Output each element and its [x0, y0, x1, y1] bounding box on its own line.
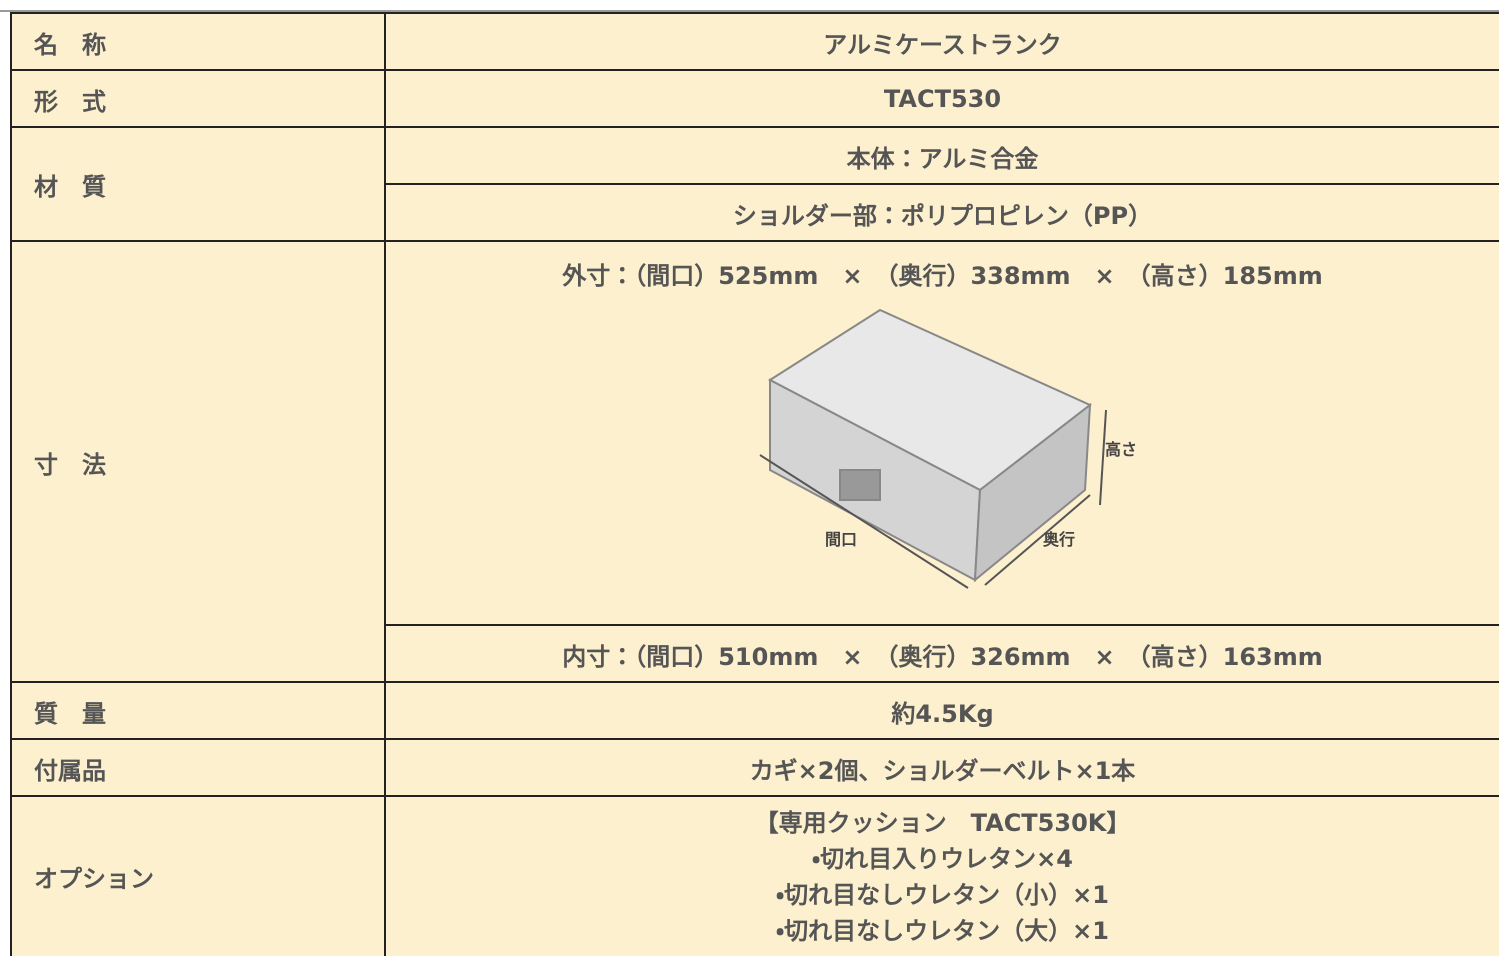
value-cell: 【専用クッション TACT530K】 ・切れ目入りウレタン×4 ・切れ目なしウレ… [384, 795, 1499, 956]
top-rule [0, 10, 1499, 12]
value-cell: アルミケーストランク [384, 12, 1499, 70]
outer-dims: 外寸：（間口）525mm × （奥行）338mm × （高さ）185mm [562, 262, 1323, 290]
option-line: ・切れ目入りウレタン×4 [812, 844, 1073, 873]
figure-label: 高さ [1105, 440, 1137, 459]
label-cell: 名 称 [10, 12, 385, 70]
label-cell: 質 量 [10, 681, 385, 739]
value-cell: TACT530 [384, 69, 1499, 127]
option-line: 【専用クッション TACT530K】 [754, 808, 1131, 837]
case-figure: 高さ 間口 奥行 [759, 308, 1137, 589]
figure-label: 奥行 [1042, 530, 1075, 549]
option-line: ・切れ目なしウレタン（小）×1 [776, 880, 1109, 909]
value-cell: 内寸：（間口）510mm × （奥行）326mm × （高さ）163mm [384, 624, 1499, 682]
value-cell: カギ×2個、ショルダーベルト×1本 [384, 738, 1499, 796]
label-cell: 寸 法 [10, 240, 385, 682]
figure-label: 間口 [825, 530, 857, 549]
value-cell: 約4.5Kg [384, 681, 1499, 739]
value-cell: 本体：アルミ合金 [384, 126, 1499, 184]
label-cell: 付属品 [10, 738, 385, 796]
label-cell: オプション [10, 795, 385, 956]
option-line: ・切れ目なしウレタン（大）×1 [776, 916, 1109, 945]
value-cell: ショルダー部：ポリプロピレン（PP） [384, 183, 1499, 241]
label-cell: 形 式 [10, 69, 385, 127]
label-cell: 材 質 [10, 126, 385, 241]
